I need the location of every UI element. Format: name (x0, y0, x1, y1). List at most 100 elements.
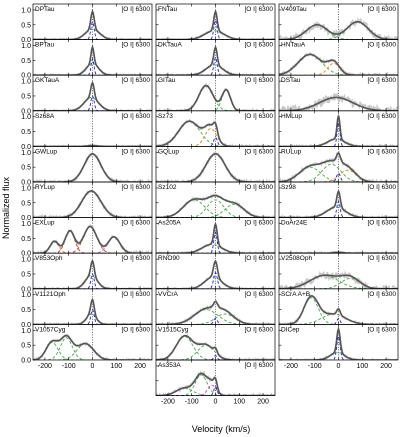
gaussian-component-line (156, 355, 275, 360)
y-tick-label: 0.5 (21, 22, 31, 29)
spectrum-panel: V2508Oph [O I] 6300 (278, 252, 399, 290)
total-fit-line (156, 152, 275, 182)
observed-spectrum-line (33, 45, 152, 76)
total-fit-line (279, 53, 398, 76)
object-name-label: V409Tau (281, 6, 307, 13)
line-id-label: [O I] 6300 (244, 184, 273, 191)
spectrum-panel: -200 -100 0 100 200 DICep [O I] 6300 (278, 324, 399, 370)
observed-spectrum-line (33, 82, 152, 111)
y-tick-label: 0.5 (21, 307, 31, 314)
spectrum-panel: 0.0 0.5 1.0 EXLup [O I] 6300 (21, 217, 153, 258)
y-tick-label: 0.5 (21, 236, 31, 243)
line-id-label: [O I] 6300 (367, 184, 396, 191)
total-fit-line (156, 300, 275, 325)
x-tick-label: 0 (91, 363, 95, 370)
line-id-label: [O I] 6300 (121, 6, 150, 13)
spectrum-panel: 0.0 0.5 1.0 RYLup [O I] 6300 (21, 181, 153, 222)
gaussian-component-line (279, 200, 398, 218)
spectrum-panel: As205A [O I] 6300 (155, 217, 276, 254)
y-tick-label: 1.0 (21, 150, 31, 157)
total-fit-line (279, 21, 398, 40)
total-fit-line (156, 44, 275, 76)
object-name-label: DKTauA (158, 42, 183, 49)
y-tick-label: 1.0 (21, 114, 31, 121)
total-fit-line (156, 259, 275, 289)
y-tick-label: 0.5 (21, 200, 31, 207)
spectrum-panel: VVCrA [O I] 6300 (155, 288, 276, 325)
line-id-label: [O I] 6300 (367, 113, 396, 120)
gaussian-component-line (279, 169, 398, 182)
spectrum-panel: 0.0 0.5 1.0 GWLup [O I] 6300 (21, 146, 153, 187)
y-tick-label: 1.0 (21, 257, 31, 264)
total-fit-line (33, 9, 152, 40)
object-name-label: FNTau (158, 6, 178, 13)
spectrum-panel: RNO90 [O I] 6300 (155, 252, 276, 290)
y-tick-label: 1.0 (21, 221, 31, 228)
object-name-label: GITau (158, 77, 176, 84)
observed-spectrum-line (156, 8, 275, 40)
object-name-label: GQLup (158, 148, 179, 155)
total-fit-line (279, 96, 398, 111)
gaussian-component-line (156, 276, 275, 289)
gaussian-component-line (33, 308, 152, 325)
line-id-label: [O I] 6300 (244, 362, 273, 369)
spectrum-panel: 0.0 0.5 1.0 -200 -100 0 100 200 V1057Cyg [O I] 63… (21, 324, 153, 370)
observed-spectrum-line (156, 259, 275, 289)
total-fit-line (156, 372, 275, 396)
gaussian-component-line (279, 206, 398, 218)
x-tick-label: 100 (110, 363, 122, 370)
x-tick-label: -100 (308, 363, 322, 370)
spectrum-panel: 0.0 0.5 1.0 BPTau [O I] 6300 (21, 39, 153, 80)
spectrum-panel: 0.0 0.5 1.0 Sz68A [O I] 6300 (21, 110, 153, 151)
y-tick-label: 0.0 (21, 322, 31, 329)
gaussian-component-line (33, 337, 152, 360)
object-name-label: V1121Oph (35, 291, 66, 298)
gaussian-component-line (156, 317, 275, 325)
y-tick-label: 0.5 (21, 58, 31, 65)
gaussian-component-line (33, 94, 152, 111)
spectrum-panel: HNTauA [O I] 6300 (278, 39, 399, 76)
observed-spectrum-line (156, 45, 275, 76)
spectrum-panel: DSTau [O I] 6300 (278, 74, 399, 112)
spectrum-panel: FNTau [O I] 6300 (155, 3, 276, 40)
line-id-label: [O I] 6300 (244, 326, 273, 333)
object-name-label: RYLup (35, 184, 55, 191)
x-tick-label: -100 (185, 399, 199, 406)
object-name-label: V1057Cyg (35, 326, 66, 333)
object-name-label: HNTauA (281, 42, 306, 49)
object-name-label: V1515Cyg (158, 326, 189, 333)
line-id-label: [O I] 6300 (244, 6, 273, 13)
gaussian-component-line (156, 153, 275, 182)
total-fit-line (156, 9, 275, 40)
spectrum-panel: GITau [O I] 6300 (155, 74, 276, 112)
total-fit-line (33, 190, 152, 218)
object-name-label: BPTau (35, 42, 55, 49)
object-name-label: As205A (158, 220, 181, 227)
line-id-label: [O I] 6300 (244, 220, 273, 227)
line-id-label: [O I] 6300 (244, 291, 273, 298)
line-id-label: [O I] 6300 (121, 184, 150, 191)
object-name-label: V2508Oph (281, 255, 312, 262)
total-fit-line (279, 152, 398, 182)
spectrum-panel: -200 -100 0 100 200 As353A [O I] 6300 (155, 359, 276, 406)
total-fit-line (156, 84, 275, 111)
x-tick-label: 200 (380, 363, 392, 370)
total-fit-line (33, 152, 152, 182)
object-name-label: DPTau (35, 6, 55, 13)
line-id-label: [O I] 6300 (244, 42, 273, 49)
x-tick-label: -200 (161, 399, 175, 406)
spectrum-panel: V409Tau [O I] 6300 (278, 3, 399, 40)
gaussian-component-line (156, 384, 275, 396)
y-tick-label: 1.0 (21, 43, 31, 50)
object-name-label: Sz73 (158, 113, 173, 120)
total-fit-line (33, 44, 152, 76)
object-name-label: V853Oph (35, 255, 63, 262)
spectrum-panel: Sz98 [O I] 6300 (278, 181, 399, 218)
gaussian-component-line (156, 271, 275, 289)
gaussian-component-line (156, 199, 275, 218)
y-tick-label: 1.0 (21, 79, 31, 86)
gaussian-component-line (279, 277, 398, 289)
gaussian-component-line (33, 57, 152, 76)
gaussian-component-line (156, 386, 275, 396)
object-name-label: VVCrA (158, 291, 179, 298)
